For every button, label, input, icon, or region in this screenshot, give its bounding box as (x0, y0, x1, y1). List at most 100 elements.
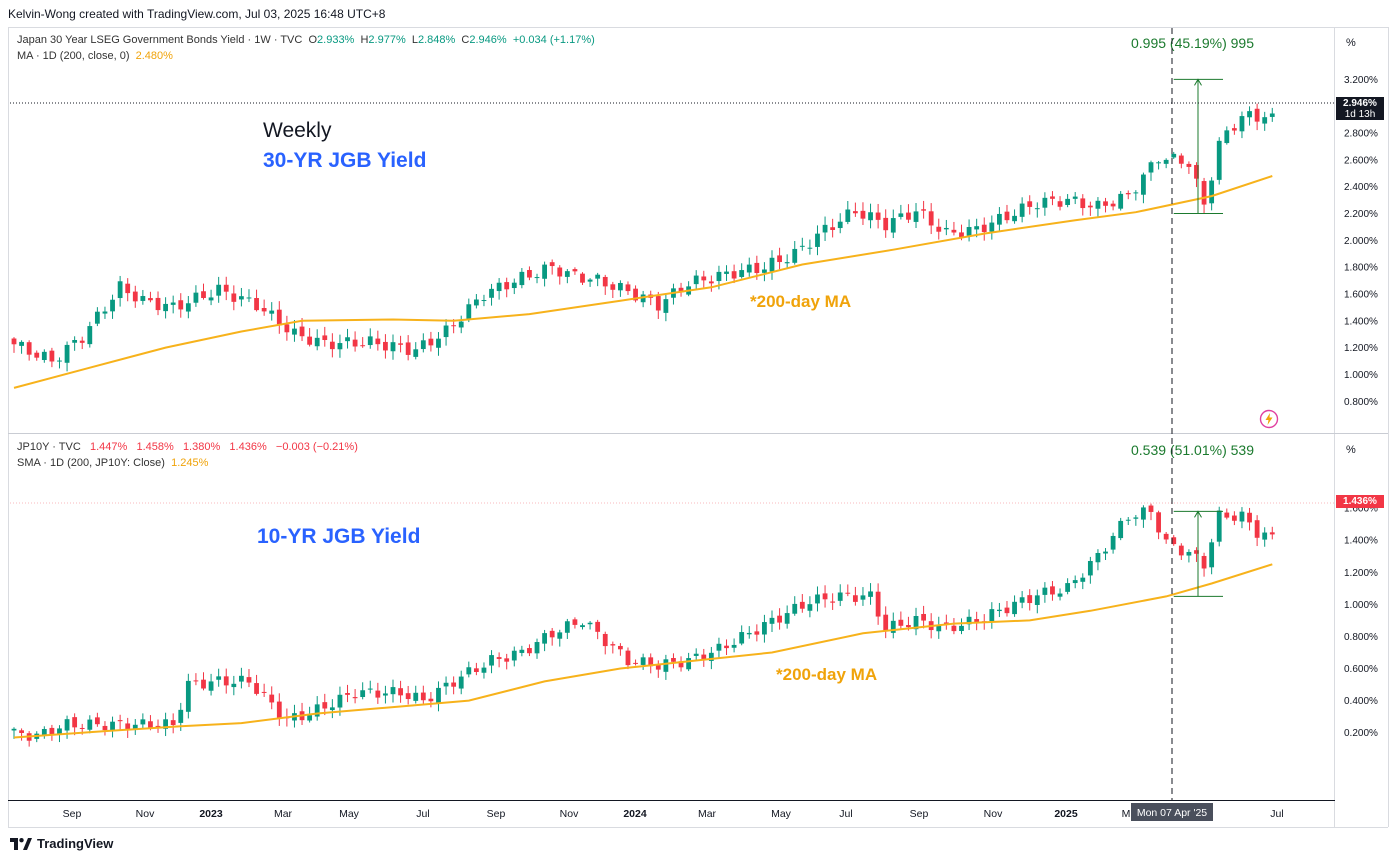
candle-body (1141, 507, 1146, 520)
candle-body (921, 209, 926, 211)
candle-body (451, 682, 457, 687)
pane1-candle (860, 202, 866, 225)
pane2-percent-scale-button[interactable]: % (1346, 444, 1356, 456)
candle-body (208, 681, 214, 691)
candle-body (383, 693, 388, 696)
pane2-series-annotation: 10-YR JGB Yield (257, 525, 420, 548)
candle-body (367, 688, 373, 690)
candle-body (701, 654, 707, 660)
candle-body (87, 326, 93, 345)
pane1-legend[interactable]: Japan 30 Year LSEG Government Bonds Yiel… (17, 33, 595, 48)
pane1-y-tick-label: 1.000% (1344, 370, 1378, 381)
candle-body (170, 720, 176, 726)
pane2-candle (231, 675, 237, 696)
pane2-candle (26, 731, 32, 747)
pane2-candle (1080, 573, 1086, 590)
candle-body (1087, 205, 1093, 208)
candle-body (959, 232, 964, 238)
pane1-candle (276, 301, 282, 334)
candle-body (504, 658, 510, 662)
pane2-candle (731, 638, 737, 653)
candle-body (322, 335, 328, 341)
pane1-candle (261, 299, 267, 316)
pane2-ma-label[interactable]: SMA · 1D (200, JP10Y: Close) (17, 457, 165, 469)
pane1-candle (26, 340, 32, 361)
pane2-candle (997, 602, 1002, 618)
candle-body (504, 282, 510, 290)
pane1-candle (352, 331, 358, 352)
frame-right-border (1388, 27, 1389, 827)
candle-body (1057, 593, 1063, 597)
pane2-candle (1042, 582, 1048, 603)
pane2-candle (716, 637, 722, 659)
pane1-candle (473, 294, 479, 309)
pane2-candle (466, 661, 472, 678)
x-axis-label: Jul (416, 808, 429, 820)
candle-body (633, 288, 638, 301)
pane2-candle (451, 676, 457, 695)
pane1-candle (602, 274, 608, 295)
pane2-candle (618, 643, 623, 656)
candle-body (11, 728, 17, 731)
pane1-y-tick-label: 0.800% (1344, 397, 1378, 408)
pane2-candle (564, 618, 570, 639)
pane1-candle (208, 289, 214, 306)
x-axis-label: Jul (839, 808, 852, 820)
pane1-candle (708, 275, 714, 292)
pane1-candle (19, 340, 24, 354)
candle-body (345, 337, 350, 342)
pane1-candle (890, 209, 896, 239)
candle-body (239, 296, 244, 300)
pane2-candle (132, 719, 138, 735)
pane2-candle (261, 683, 267, 697)
pane2-symbol-title[interactable]: JP10Y · TVC (17, 441, 81, 453)
pane1-candle (337, 334, 343, 358)
pane1-candle (1254, 103, 1260, 131)
candle-body (72, 339, 78, 343)
pane1-candle (633, 285, 638, 303)
pane1-symbol-title[interactable]: Japan 30 Year LSEG Government Bonds Yiel… (17, 34, 303, 46)
x-axis-label: Nov (984, 808, 1003, 820)
pane1-candle (1087, 201, 1093, 216)
pane2-candle (557, 629, 563, 647)
candle-body (41, 351, 47, 361)
tradingview-logo[interactable]: TradingView (10, 836, 113, 851)
candle-body (79, 727, 85, 729)
pane1-candle (254, 289, 259, 312)
pane2-ma-legend[interactable]: SMA · 1D (200, JP10Y: Close) 1.245% (17, 456, 208, 471)
crosshair-time-label-bg (1131, 803, 1213, 821)
pane1-percent-scale-button[interactable]: % (1346, 37, 1356, 49)
pane2-candle (951, 618, 957, 635)
pane1-last-price-tag: 2.946% 1d 13h (1336, 97, 1384, 120)
pane1-ma-legend[interactable]: MA · 1D (200, close, 0) 2.480% (17, 49, 173, 64)
candle-body (875, 212, 881, 220)
candle-body (1194, 165, 1199, 179)
pane2-candle (322, 693, 328, 716)
candle-body (1194, 550, 1199, 554)
pane1-ma-label[interactable]: MA · 1D (200, close, 0) (17, 50, 130, 62)
candle-body (746, 264, 752, 273)
candle-body (405, 342, 411, 355)
pane1-candle (155, 291, 161, 316)
candle-body (1239, 511, 1245, 522)
candle-body (11, 338, 17, 345)
candle-body (489, 655, 494, 666)
candle-body (602, 633, 608, 647)
candle-body (1050, 586, 1055, 595)
pane1-open-value: 2.933% (317, 34, 355, 46)
pane2-candle (223, 668, 229, 694)
pane1-candle (557, 265, 563, 285)
pane2-candle (496, 652, 502, 668)
candle-body (595, 274, 601, 279)
pane2-legend[interactable]: JP10Y · TVC 1.447% 1.458% 1.380% 1.436% … (17, 440, 358, 455)
candle-body (951, 229, 957, 233)
pane1-candle (170, 295, 176, 314)
candle-body (997, 213, 1002, 225)
frame-top-border (8, 27, 1388, 28)
pane-separator[interactable] (8, 433, 1388, 434)
pane1-candle (1178, 153, 1184, 169)
flash-lightning-icon[interactable] (1259, 409, 1279, 429)
pane2-open-value: 1.447% (89, 441, 128, 453)
pane1-candle (307, 328, 313, 347)
